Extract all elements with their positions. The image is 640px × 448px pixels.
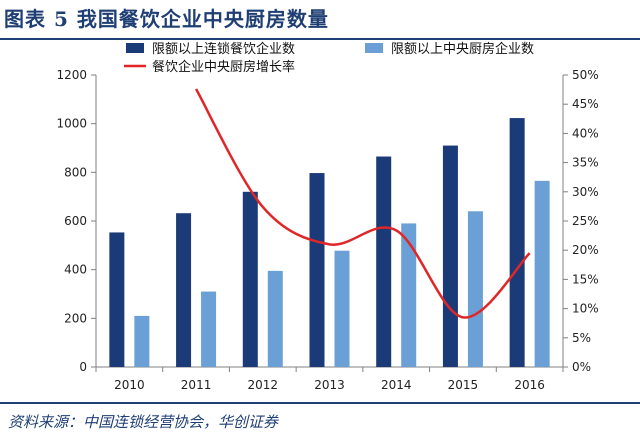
bar-central-kitchens [401,223,417,367]
legend-central-kitchens-label: 限额以上中央厨房企业数 [391,41,534,57]
growth-rate-line [194,88,531,319]
y-left-tick-label: 600 [64,214,87,228]
y-right-tick-label: 40% [572,126,599,140]
y-right-tick-label: 5% [572,331,591,345]
bar-chain-restaurants [242,191,258,367]
x-tick-label: 2016 [514,378,545,392]
y-left-tick-label: 1200 [56,68,87,82]
source-note: 资料来源：中国连锁经营协会，华创证券 [8,413,279,431]
legend-growth-rate-label: 餐饮企业中央厨房增长率 [152,59,295,75]
y-left-tick-label: 400 [64,263,87,277]
x-tick-label: 2012 [248,378,279,392]
y-right-tick-label: 20% [572,243,599,257]
x-tick-label: 2013 [314,378,345,392]
bar-chain-restaurants [176,213,192,367]
bar-chain-restaurants [109,232,125,367]
y-right-tick-label: 30% [572,185,599,199]
bar-chain-restaurants [509,118,525,367]
y-left-tick-label: 200 [64,311,87,325]
title-rule [0,38,640,40]
figure-title: 图表 5 我国餐饮企业中央厨房数量 [4,7,329,31]
y-right-tick-label: 50% [572,68,599,82]
bar-central-kitchens [534,180,550,367]
y-right-tick-label: 35% [572,156,599,170]
x-tick-label: 2014 [381,378,412,392]
x-tick-label: 2011 [181,378,212,392]
bar-central-kitchens [467,211,483,367]
y-right-tick-label: 0% [572,360,591,374]
bar-chain-restaurants [376,156,392,367]
source-rule [0,402,640,404]
x-tick-label: 2010 [114,378,145,392]
bar-central-kitchens [201,291,217,367]
legend-chain-restaurants-label: 限额以上连锁餐饮企业数 [152,41,295,57]
bar-chain-restaurants [442,145,458,367]
x-tick-label: 2015 [448,378,479,392]
y-right-tick-label: 45% [572,97,599,111]
y-right-tick-label: 25% [572,214,599,228]
bar-central-kitchens [134,315,150,367]
bar-chain-restaurants [309,173,325,367]
y-left-tick-label: 800 [64,165,87,179]
legend-central-kitchens-swatch [365,43,383,53]
y-left-tick-label: 1000 [56,117,87,131]
y-right-tick-label: 15% [572,272,599,286]
bar-central-kitchens [267,270,283,367]
y-right-tick-label: 10% [572,302,599,316]
legend-chain-restaurants-swatch [126,43,144,53]
bar-central-kitchens [334,250,350,367]
y-left-tick-label: 0 [79,360,87,374]
